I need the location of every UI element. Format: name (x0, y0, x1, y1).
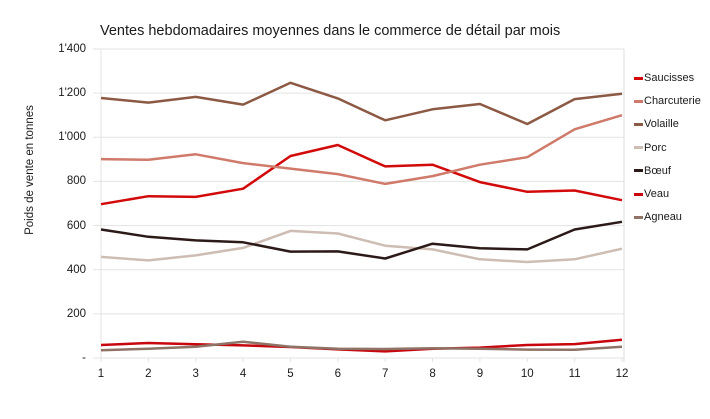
legend-swatch (634, 146, 643, 150)
legend-item-porc[interactable]: Porc (634, 140, 667, 156)
series-line (100, 338, 623, 353)
legend-swatch (634, 122, 643, 126)
legend-swatch (634, 76, 643, 80)
legend-item-charcuterie[interactable]: Charcuterie (634, 93, 701, 109)
x-tick-label: 11 (568, 368, 581, 380)
y-tick-label: 200 (66, 307, 86, 320)
legend-item-saucisses[interactable]: Saucisses (634, 70, 694, 86)
series-lines (100, 81, 623, 353)
legend-item-boeuf[interactable]: Bœuf (634, 163, 671, 179)
x-tick-label: 4 (239, 368, 247, 380)
y-tick-label: 800 (66, 175, 86, 188)
legend-swatch (634, 215, 643, 219)
chart-title: Ventes hebdomadaires moyennes dans le co… (100, 23, 561, 39)
legend-label: Charcuterie (644, 95, 701, 108)
legend-label: Saucisses (644, 72, 695, 84)
x-tick-label: 9 (476, 368, 484, 380)
legend-label: Volaille (644, 118, 679, 131)
series-line (100, 340, 623, 352)
x-tick-label: 10 (520, 368, 534, 380)
series-line (100, 114, 623, 186)
legend-swatch (634, 99, 643, 103)
series-line (100, 143, 623, 206)
y-tick-label: 1'200 (58, 87, 86, 100)
legend-item-volaille[interactable]: Volaille (634, 116, 679, 132)
x-tick-label: 1 (97, 368, 105, 380)
legend-label: Bœuf (644, 164, 671, 177)
x-tick-label: 6 (334, 368, 342, 380)
legend-label: Agneau (644, 211, 682, 224)
gridlines (93, 48, 624, 359)
x-tick-label: 8 (429, 368, 436, 380)
x-tick-label: 5 (287, 368, 294, 380)
x-tick-label: 3 (192, 368, 199, 380)
legend-item-agneau[interactable]: Agneau (634, 209, 682, 225)
y-axis-label: Poids de vente en tonnes (24, 105, 36, 235)
y-tick-label: 400 (66, 263, 86, 276)
series-line (100, 229, 623, 264)
x-tick-label: 12 (615, 368, 629, 380)
y-tick-label: 600 (66, 219, 86, 232)
series-line (100, 81, 623, 126)
x-tick-label: 7 (381, 368, 389, 380)
legend-swatch (634, 169, 643, 173)
legend-label: Porc (644, 141, 667, 154)
y-tick-label: 1'000 (58, 131, 86, 144)
legend-label: Veau (644, 188, 670, 200)
series-line (100, 220, 623, 260)
axes (100, 49, 625, 362)
legend-item-veau[interactable]: Veau (634, 186, 669, 202)
y-tick-label: 1'400 (58, 43, 86, 55)
x-tick-label: 2 (145, 368, 152, 380)
legend-swatch (634, 192, 643, 196)
y-tick-label: - (82, 352, 86, 364)
